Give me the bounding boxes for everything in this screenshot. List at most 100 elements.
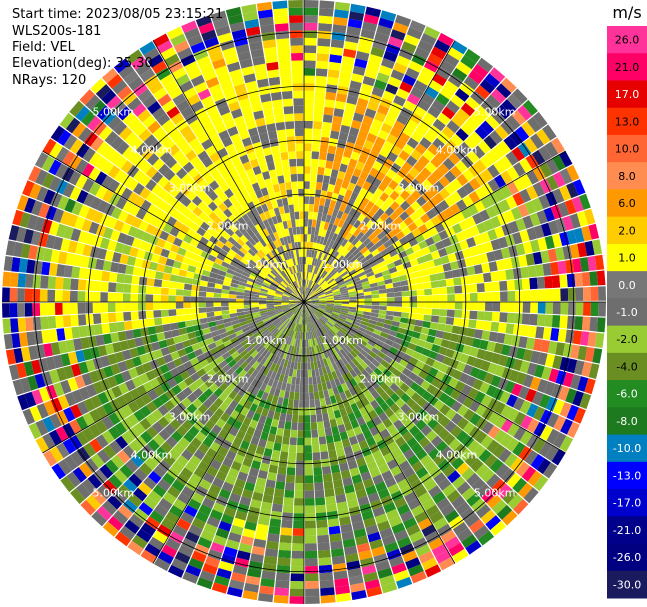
ppi-gate xyxy=(522,215,534,229)
ppi-gate xyxy=(261,315,270,321)
ppi-gate xyxy=(350,402,359,413)
ppi-gate xyxy=(119,525,136,541)
ppi-gate xyxy=(324,198,331,208)
ppi-gate xyxy=(415,313,425,321)
ppi-gate xyxy=(466,472,481,487)
ppi-gate xyxy=(299,309,302,317)
ppi-gate xyxy=(526,185,539,200)
ppi-gate xyxy=(304,264,306,272)
ppi-gate xyxy=(292,226,297,235)
ppi-gate xyxy=(317,352,323,361)
ppi-gate xyxy=(525,388,537,403)
ppi-gate xyxy=(298,347,302,355)
ppi-gate xyxy=(403,100,417,112)
ppi-gate xyxy=(12,379,24,396)
ppi-gate xyxy=(102,260,112,272)
ppi-gate xyxy=(204,102,218,114)
ppi-gate xyxy=(504,209,516,223)
ppi-gate xyxy=(314,312,321,318)
ppi-gate xyxy=(132,328,142,339)
ppi-gate xyxy=(283,497,294,506)
ppi-gate xyxy=(278,60,291,70)
ppi-gate xyxy=(422,275,431,283)
ppi-gate xyxy=(308,289,313,296)
ppi-gate xyxy=(215,495,229,507)
ppi-gate xyxy=(184,61,199,74)
ppi-gate xyxy=(321,334,327,343)
ppi-gate xyxy=(299,272,302,280)
ppi-gate xyxy=(175,179,187,191)
ppi-gate xyxy=(181,408,192,420)
ppi-gate xyxy=(281,280,288,287)
ppi-gate xyxy=(259,308,268,312)
ppi-gate xyxy=(361,207,371,217)
ppi-gate xyxy=(106,216,118,229)
ppi-gate xyxy=(340,124,351,135)
ppi-gate xyxy=(16,194,29,211)
ppi-gate xyxy=(356,307,365,312)
ppi-gate xyxy=(490,321,500,332)
ppi-gate xyxy=(270,224,277,233)
ppi-gate xyxy=(364,329,373,336)
ppi-gate xyxy=(209,325,218,333)
ppi-gate xyxy=(121,349,132,361)
ppi-gate xyxy=(247,366,256,376)
ppi-gate xyxy=(288,204,295,213)
ppi-gate xyxy=(397,221,408,231)
ppi-gate xyxy=(218,202,228,213)
ppi-gate xyxy=(203,398,214,409)
ppi-gate xyxy=(208,321,217,328)
ppi-gate xyxy=(101,416,114,430)
ppi-gate xyxy=(560,302,569,315)
ppi-gate xyxy=(506,115,521,131)
ppi-gate xyxy=(357,341,366,350)
ppi-gate xyxy=(365,354,375,363)
ppi-gate xyxy=(262,170,271,180)
ppi-gate xyxy=(534,364,545,378)
ppi-gate xyxy=(311,151,320,160)
ppi-gate xyxy=(422,363,432,374)
ppi-gate xyxy=(244,18,260,29)
ppi-gate xyxy=(305,332,308,340)
ppi-gate xyxy=(327,145,337,155)
ppi-gate xyxy=(287,196,294,206)
ppi-gate xyxy=(451,325,461,335)
ppi-gate xyxy=(275,340,282,348)
ppi-gate xyxy=(338,315,347,321)
ppi-gate xyxy=(539,425,553,441)
ppi-gate xyxy=(427,143,440,156)
ppi-gate xyxy=(326,304,334,307)
ppi-gate xyxy=(198,312,208,319)
ppi-gate xyxy=(445,278,455,287)
ppi-gate xyxy=(88,151,102,167)
ppi-gate xyxy=(140,430,153,444)
ppi-gate xyxy=(405,232,415,242)
ppi-gate xyxy=(355,286,363,291)
ppi-gate xyxy=(450,94,465,108)
ppi-gate xyxy=(287,337,293,346)
ppi-gate xyxy=(226,268,235,275)
ppi-gate xyxy=(274,23,289,32)
ppi-gate xyxy=(320,190,328,199)
ppi-gate xyxy=(304,75,315,84)
ppi-gate xyxy=(417,295,425,302)
ppi-gate xyxy=(323,221,330,231)
ppi-gate xyxy=(91,489,107,505)
ppi-gate xyxy=(296,460,304,469)
ppi-gate xyxy=(501,344,511,356)
ppi-gate xyxy=(402,74,417,87)
ppi-gate xyxy=(267,472,277,481)
ppi-gate xyxy=(518,336,528,349)
ppi-gate xyxy=(414,511,429,524)
ppi-gate xyxy=(573,407,586,424)
ppi-gate xyxy=(243,363,252,373)
ppi-gate xyxy=(204,216,214,226)
ppi-gate xyxy=(293,273,297,281)
ppi-gate xyxy=(380,347,389,356)
ppi-gate xyxy=(439,60,456,74)
ppi-gate xyxy=(190,290,199,297)
ppi-gate xyxy=(220,373,230,383)
ppi-gate xyxy=(290,45,303,54)
ppi-gate xyxy=(532,182,545,197)
ppi-gate xyxy=(423,442,436,455)
